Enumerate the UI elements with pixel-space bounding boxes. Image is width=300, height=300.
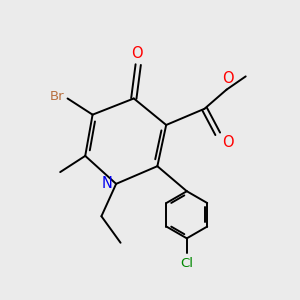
Text: O: O bbox=[131, 46, 142, 61]
Text: N: N bbox=[102, 176, 112, 191]
Text: Cl: Cl bbox=[180, 256, 193, 270]
Text: Br: Br bbox=[50, 91, 64, 103]
Text: O: O bbox=[222, 71, 234, 86]
Text: O: O bbox=[222, 135, 234, 150]
